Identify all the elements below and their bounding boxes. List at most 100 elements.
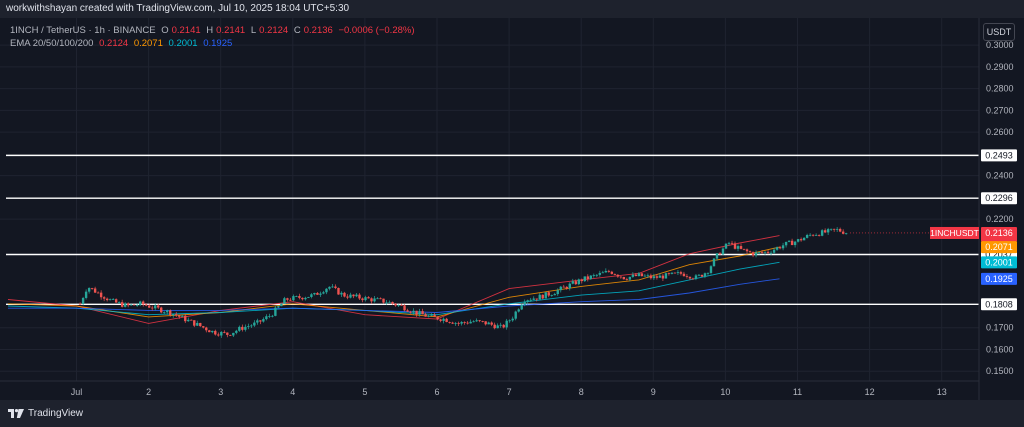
candle-body[interactable] [132,304,136,306]
candle-body[interactable] [592,275,596,276]
candle-body[interactable] [535,298,538,300]
candle-body[interactable] [160,307,163,313]
candle-body[interactable] [841,231,845,234]
candle-body[interactable] [544,292,547,299]
candle-body[interactable] [280,303,283,307]
candle-body[interactable] [157,305,160,308]
candle-body[interactable] [694,275,698,279]
candle-body[interactable] [319,293,322,295]
candle-body[interactable] [709,266,713,273]
candle-body[interactable] [661,275,665,279]
candle-body[interactable] [649,275,653,279]
candle-body[interactable] [787,240,791,242]
candle-body[interactable] [475,320,478,322]
candle-body[interactable] [556,290,559,295]
candle-body[interactable] [250,325,253,327]
candle-body[interactable] [607,270,611,272]
candle-body[interactable] [775,247,779,250]
candle-body[interactable] [568,283,571,289]
candle-body[interactable] [123,303,127,307]
candle-body[interactable] [307,296,310,298]
candle-body[interactable] [96,292,100,294]
price-chart[interactable]: 0.3000 0.2900 0.2800 0.2700 0.2600 0.2400 0.22… [0,0,1024,400]
candle-body[interactable] [289,299,292,301]
candle-body[interactable] [580,279,584,282]
candle-body[interactable] [135,304,139,306]
candle-body[interactable] [226,332,229,335]
candle-body[interactable] [478,320,481,322]
candle-body[interactable] [622,276,626,280]
candle-body[interactable] [166,310,169,313]
candle-body[interactable] [397,304,400,306]
candle-body[interactable] [484,321,487,325]
candle-body[interactable] [154,305,157,309]
candle-body[interactable] [817,234,821,236]
candle-body[interactable] [829,228,833,230]
candle-body[interactable] [667,273,671,275]
candle-body[interactable] [844,233,848,235]
candle-body[interactable] [352,294,355,297]
candle-body[interactable] [814,234,818,236]
candle-body[interactable] [805,235,809,238]
candle-body[interactable] [328,286,331,289]
candle-body[interactable] [790,240,794,246]
candle-body[interactable] [199,322,202,327]
candle-body[interactable] [376,298,379,300]
candle-body[interactable] [394,303,397,306]
candle-body[interactable] [232,332,235,336]
candle-body[interactable] [415,310,418,315]
candle-body[interactable] [634,274,638,277]
currency-button[interactable]: USDT [983,23,1015,41]
candles[interactable] [78,227,848,338]
candle-body[interactable] [760,252,764,253]
candle-body[interactable] [739,246,743,249]
candle-body[interactable] [241,326,244,330]
candle-body[interactable] [102,297,106,299]
candle-body[interactable] [211,330,214,333]
candle-body[interactable] [247,326,250,327]
candle-body[interactable] [502,324,505,328]
candle-body[interactable] [406,310,409,312]
candle-body[interactable] [691,278,695,280]
horizontal-lines[interactable] [6,154,979,305]
candle-body[interactable] [514,311,517,319]
candle-body[interactable] [769,252,773,254]
candle-body[interactable] [487,322,490,325]
candle-body[interactable] [721,248,725,255]
candle-body[interactable] [505,320,508,328]
candle-body[interactable] [220,331,223,336]
candle-body[interactable] [214,330,217,335]
candle-body[interactable] [84,291,88,298]
candle-body[interactable] [409,311,412,313]
candle-body[interactable] [90,288,94,289]
candle-body[interactable] [295,296,298,297]
candle-body[interactable] [427,315,430,317]
candle-body[interactable] [511,318,514,321]
candle-body[interactable] [262,319,265,322]
candle-body[interactable] [532,298,535,300]
candle-body[interactable] [490,322,493,325]
candle-body[interactable] [169,310,172,316]
symbol-title[interactable]: 1INCH / TetherUS · 1h · BINANCE [10,25,156,36]
candle-body[interactable] [616,274,620,277]
candle-body[interactable] [412,310,415,313]
candle-body[interactable] [601,272,605,274]
candle-body[interactable] [781,245,785,249]
candle-body[interactable] [820,230,824,236]
candle-body[interactable] [274,307,277,316]
candle-body[interactable] [268,316,271,317]
candle-body[interactable] [331,286,334,288]
candle-body[interactable] [325,288,328,293]
candle-body[interactable] [469,321,472,324]
candle-body[interactable] [742,248,746,250]
candle-body[interactable] [346,296,349,298]
candle-body[interactable] [571,281,574,284]
candle-body[interactable] [217,334,220,336]
candle-body[interactable] [778,247,782,249]
candle-body[interactable] [283,298,286,304]
candle-body[interactable] [253,322,256,326]
candle-body[interactable] [685,276,689,277]
candle-body[interactable] [823,230,827,233]
candle-body[interactable] [202,326,205,328]
candle-body[interactable] [793,241,797,246]
